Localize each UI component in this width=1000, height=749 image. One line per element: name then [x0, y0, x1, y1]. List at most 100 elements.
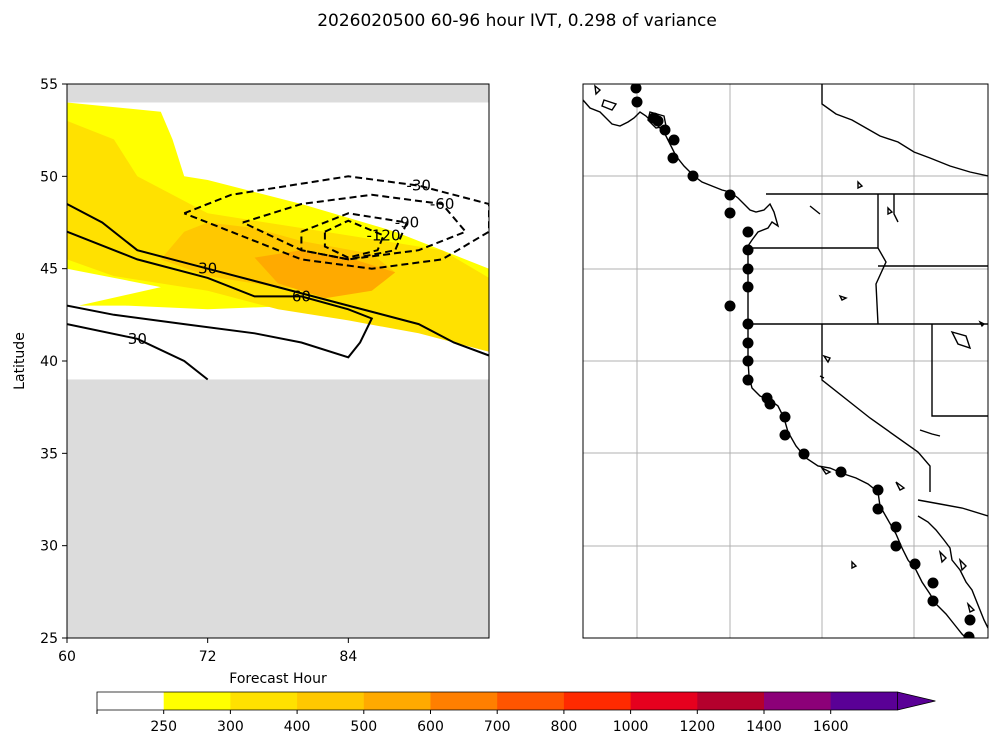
- hovmoller-panel: -30-60 -90-120 30 60 30 60 72 84 25 30 35 40 45 50 55…: [12, 77, 490, 687]
- colorbar-tick-label: 1400: [746, 719, 782, 735]
- station-point: [742, 281, 754, 293]
- x-tick-label: 84: [339, 649, 357, 665]
- station-point: [724, 207, 736, 219]
- y-tick-label: 50: [40, 169, 58, 185]
- right-plot-frame: [582, 83, 989, 639]
- mexico-border: [917, 499, 988, 517]
- contour-label: -30: [406, 177, 431, 195]
- station-point: [687, 170, 699, 182]
- station-point: [909, 558, 921, 570]
- island: [601, 99, 618, 111]
- y-tick-label: 25: [40, 631, 58, 647]
- station-point: [724, 300, 736, 312]
- colorbar-segment: [297, 692, 365, 710]
- lake: [919, 429, 941, 437]
- figure-title: 2026020500 60-96 hour IVT, 0.298 of vari…: [317, 11, 717, 31]
- contour-label: -120: [366, 226, 400, 244]
- contour-labels: -30-60 -90-120 30 60 30: [128, 177, 455, 348]
- station-point: [742, 355, 754, 367]
- station-point: [742, 374, 754, 386]
- contour-line: [300, 212, 409, 261]
- colorbar-segment: [563, 692, 632, 710]
- station-point: [798, 448, 810, 460]
- colorbar-segment: [430, 692, 498, 710]
- missing-data-masks: [67, 84, 489, 638]
- west-coast-map-panel: [582, 83, 989, 639]
- colorbar-segment: [630, 692, 698, 710]
- masked-region: [67, 379, 489, 638]
- station-point: [872, 503, 884, 515]
- colorbar-segment: [697, 692, 765, 710]
- colorbar-segment: [97, 692, 165, 710]
- x-axis-label: Forecast Hour: [229, 671, 327, 687]
- island: [819, 466, 832, 475]
- station-point: [890, 521, 902, 533]
- lake: [822, 354, 831, 364]
- y-axis-label: Latitude: [12, 332, 28, 390]
- colorbar-segment: [497, 692, 565, 710]
- contour-label: 60: [292, 287, 311, 305]
- y-tick-label: 35: [40, 446, 58, 462]
- state-border: [875, 194, 887, 325]
- contour-line: [323, 219, 385, 259]
- station-point: [927, 577, 939, 589]
- variance-contour-lines: [67, 175, 489, 381]
- y-tick-label: 40: [40, 354, 58, 370]
- ivt-colorbar: 250 300 400 500 600 700 800 1000 1200 1400 1600: [96, 691, 936, 735]
- colorbar-tick-label: 250: [150, 719, 177, 735]
- ivt-fill-level-500: [254, 250, 396, 299]
- ivt-filled-contours: [67, 102, 489, 352]
- station-point: [668, 134, 680, 146]
- colorbar-tick-label: 800: [551, 719, 578, 735]
- contour-label: 30: [128, 330, 147, 348]
- station-point: [835, 466, 847, 478]
- station-point: [927, 595, 939, 607]
- colorbar-tick-label: 1000: [613, 719, 649, 735]
- station-point: [890, 540, 902, 552]
- lake: [809, 205, 821, 215]
- station-point: [872, 484, 884, 496]
- colorbar-segment: [830, 692, 898, 710]
- station-point: [764, 398, 776, 410]
- colorbar-tick-label: 500: [350, 719, 377, 735]
- station-point: [779, 429, 791, 441]
- x-tick-label: 72: [199, 649, 217, 665]
- station-point: [631, 96, 643, 108]
- colorbar-segment: [363, 692, 431, 710]
- colorbar-segment: [230, 692, 298, 710]
- coastline-baja-gulf: [917, 515, 988, 629]
- masked-region: [67, 84, 489, 103]
- colorbar-tick-label: 700: [484, 719, 511, 735]
- state-border: [821, 324, 931, 492]
- station-point: [742, 226, 754, 238]
- x-tick-label: 60: [58, 649, 76, 665]
- island: [594, 84, 602, 96]
- station-point: [742, 244, 754, 256]
- y-tick-label: 45: [40, 262, 58, 278]
- colorbar-segment: [764, 692, 832, 710]
- coastline: [583, 99, 967, 638]
- lake: [838, 294, 848, 301]
- colorbar-tick-label: 1200: [679, 719, 715, 735]
- station-point: [724, 189, 736, 201]
- island: [958, 557, 967, 572]
- contour-label: -60: [430, 195, 455, 213]
- state-border: [893, 194, 899, 223]
- canada-coast-inland: [821, 84, 988, 177]
- colorbar-tick-label: 1600: [813, 719, 849, 735]
- contour-line: [67, 203, 489, 357]
- left-axes: 60 72 84 25 30 35 40 45 50 55: [40, 77, 357, 665]
- y-tick-label: 55: [40, 77, 58, 93]
- contour-label: 30: [198, 260, 217, 278]
- state-border: [931, 324, 988, 417]
- station-point: [648, 112, 660, 124]
- colorbar-tick-label: 400: [284, 719, 311, 735]
- station-point: [630, 84, 642, 94]
- colorbar-tick-label: 300: [217, 719, 244, 735]
- island: [887, 206, 894, 216]
- station-point: [963, 631, 975, 638]
- contour-line: [67, 230, 374, 359]
- station-points: [630, 84, 976, 638]
- y-tick-label: 30: [40, 539, 58, 555]
